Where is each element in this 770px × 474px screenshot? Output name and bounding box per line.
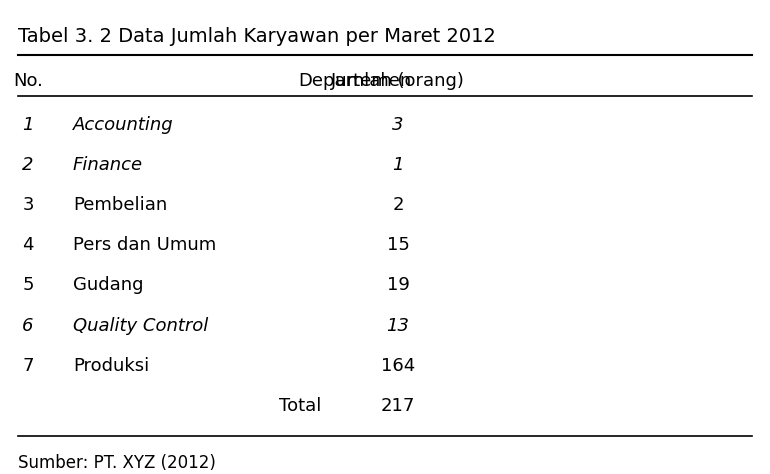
Text: 4: 4: [22, 236, 34, 254]
Text: Total: Total: [279, 397, 321, 415]
Text: 19: 19: [387, 276, 410, 294]
Text: 164: 164: [381, 356, 415, 374]
Text: 3: 3: [392, 116, 403, 134]
Text: Sumber: PT. XYZ (2012): Sumber: PT. XYZ (2012): [18, 454, 216, 472]
Text: Quality Control: Quality Control: [73, 317, 208, 335]
Text: Finance: Finance: [73, 156, 143, 174]
Text: 5: 5: [22, 276, 34, 294]
Text: Accounting: Accounting: [73, 116, 173, 134]
Text: 7: 7: [22, 356, 34, 374]
Text: 15: 15: [387, 236, 410, 254]
Text: Departemen: Departemen: [299, 72, 412, 90]
Text: 1: 1: [392, 156, 403, 174]
Text: 13: 13: [387, 317, 410, 335]
Text: 6: 6: [22, 317, 34, 335]
Text: Pers dan Umum: Pers dan Umum: [73, 236, 216, 254]
Text: 217: 217: [381, 397, 415, 415]
Text: Produksi: Produksi: [73, 356, 149, 374]
Text: Gudang: Gudang: [73, 276, 143, 294]
Text: 2: 2: [22, 156, 34, 174]
Text: Tabel 3. 2 Data Jumlah Karyawan per Maret 2012: Tabel 3. 2 Data Jumlah Karyawan per Mare…: [18, 27, 496, 46]
Text: Pembelian: Pembelian: [73, 196, 167, 214]
Text: 1: 1: [22, 116, 34, 134]
Text: 2: 2: [392, 196, 403, 214]
Text: No.: No.: [13, 72, 43, 90]
Text: Jumlah (orang): Jumlah (orang): [331, 72, 465, 90]
Text: 3: 3: [22, 196, 34, 214]
